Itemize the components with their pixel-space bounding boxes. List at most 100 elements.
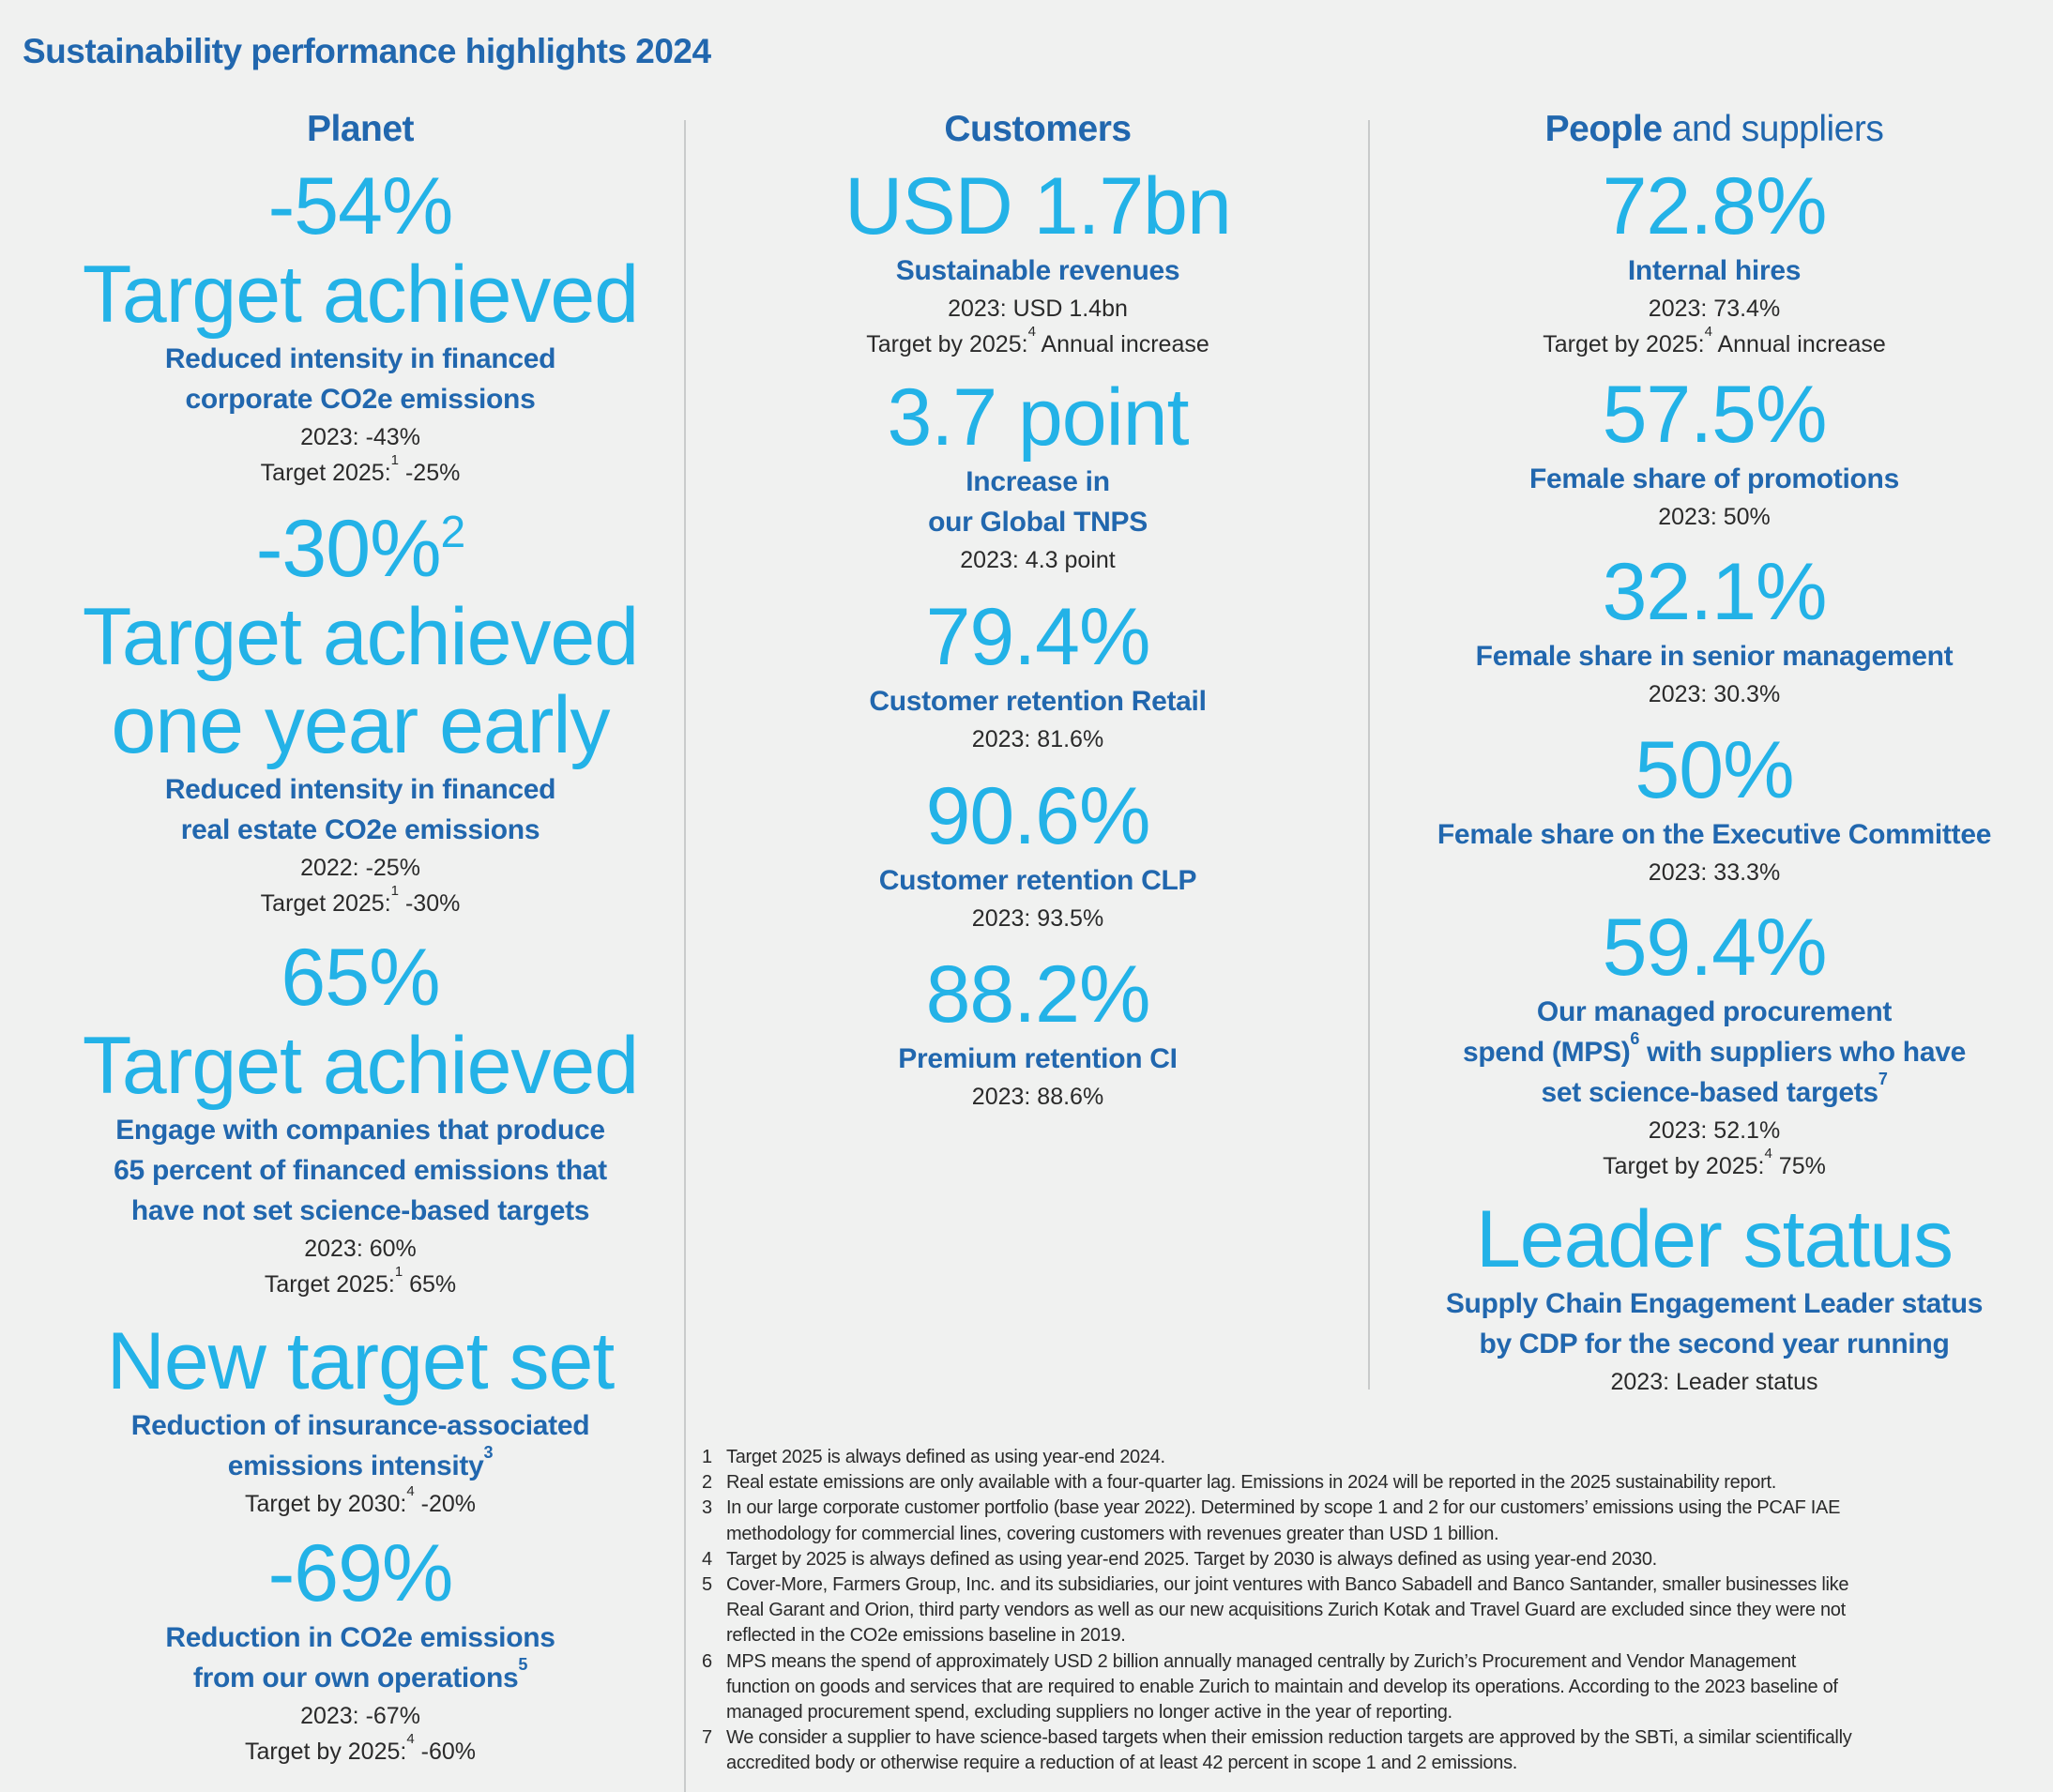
highlight-item: -54% Target achieved Reduced intensity in … xyxy=(23,162,698,491)
footnote-ref: 4 xyxy=(406,1731,415,1747)
highlight-detail-text-after: 75% xyxy=(1772,1153,1826,1179)
highlight-label: Sustainable revenues xyxy=(700,251,1376,291)
footnote-line: Real estate emissions are only available… xyxy=(726,1472,1777,1494)
footnote-ref: 4 xyxy=(1027,324,1036,340)
footnote-ref: 1 xyxy=(390,452,400,468)
footnote-body: MPS means the spend of approximately USD… xyxy=(726,1649,1838,1726)
highlight-value-text: -69% xyxy=(267,1528,454,1618)
highlight-value-text: 50% xyxy=(1635,725,1794,815)
footnote-body: Target by 2025 is always defined as usin… xyxy=(726,1547,1657,1572)
highlight-label: Supply Chain Engagement Leader status xyxy=(1376,1283,2052,1324)
highlight-status: one year early xyxy=(111,680,611,770)
highlight-label-text: Customer retention Retail xyxy=(869,686,1207,717)
highlight-detail: Target by 2030:4 -20% xyxy=(23,1484,698,1522)
highlight-status: Target achieved xyxy=(82,592,639,682)
highlight-detail: 2023: 50% xyxy=(1376,499,2052,535)
highlight-label: Reduced intensity in financed xyxy=(23,339,698,379)
highlight-value-text: USD 1.7bn xyxy=(844,161,1232,251)
highlight-label-text: Female share on the Executive Committee xyxy=(1437,819,1992,850)
highlight-label-text: Our managed procurement xyxy=(1536,996,1893,1027)
footnotes: 1 Target 2025 is always defined as using … xyxy=(702,1445,2044,1777)
highlight-detail-text: 2023: 81.6% xyxy=(971,726,1104,752)
highlight-label-text: emissions intensity xyxy=(227,1450,484,1481)
highlight-detail-text: 2023: 88.6% xyxy=(971,1084,1104,1110)
highlight-status: New target set xyxy=(106,1316,615,1406)
highlight-label-text: set science-based targets xyxy=(1541,1077,1878,1108)
highlight-detail: 2022: -25% xyxy=(23,850,698,886)
highlight-detail-text-after: 65% xyxy=(403,1271,457,1298)
highlight-label: Female share in senior management xyxy=(1376,636,2052,676)
highlight-item: Leader status Supply Chain Engagement Lea… xyxy=(1376,1195,2052,1400)
footnote-line: MPS means the spend of approximately USD… xyxy=(726,1650,1797,1672)
highlight-value-text: 90.6% xyxy=(925,771,1151,861)
footnote: 1 Target 2025 is always defined as using … xyxy=(702,1445,2044,1470)
highlight-label: spend (MPS)6 with suppliers who have xyxy=(1376,1030,2052,1072)
footnote-line: Cover-More, Farmers Group, Inc. and its … xyxy=(726,1574,1849,1596)
highlight-detail: 2023: Leader status xyxy=(1376,1364,2052,1400)
highlight-detail: Target by 2025:4 Annual increase xyxy=(700,324,1376,362)
highlight-detail: Target 2025:1 -25% xyxy=(23,452,698,491)
footnote-number: 3 xyxy=(702,1497,712,1519)
footnote-line: Target 2025 is always defined as using y… xyxy=(726,1447,1165,1467)
highlight-detail: Target by 2025:4 -60% xyxy=(23,1731,698,1769)
column-customers: Customers USD 1.7bn Sustainable revenues 20… xyxy=(700,0,1376,1792)
highlight-detail: Target 2025:1 -30% xyxy=(23,884,698,921)
highlight-value-text: 59.4% xyxy=(1602,903,1828,993)
highlight-value-text: 65% xyxy=(281,933,440,1023)
highlight-label: Increase in xyxy=(700,462,1376,502)
highlight-label-text: Supply Chain Engagement Leader status xyxy=(1445,1288,1984,1319)
highlight-status: Leader status xyxy=(1475,1194,1954,1284)
highlight-label-text: Female share in senior management xyxy=(1475,641,1954,672)
footnote-line: We consider a supplier to have science-b… xyxy=(726,1727,1852,1749)
highlight-label-text: by CDP for the second year running xyxy=(1479,1329,1950,1359)
column-planet: Planet -54% Target achieved Reduced intensi… xyxy=(23,0,698,1792)
footnote-line: accredited body or otherwise require a r… xyxy=(726,1753,1518,1774)
highlight-value: 3.7 point xyxy=(700,373,1376,462)
highlight-detail-text: Target by 2025: xyxy=(1543,331,1705,357)
highlight-detail-text: Target by 2025: xyxy=(866,331,1028,357)
highlight-detail: 2023: 33.3% xyxy=(1376,855,2052,890)
highlight-detail: 2023: 81.6% xyxy=(700,721,1376,757)
highlight-detail-text: 2023: USD 1.4bn xyxy=(948,296,1128,322)
highlight-label-text: Reduced intensity in financed xyxy=(164,774,556,805)
highlight-detail: 2023: 30.3% xyxy=(1376,676,2052,712)
footnote-number: 2 xyxy=(702,1472,712,1494)
highlight-value-text: 3.7 point xyxy=(887,372,1190,463)
highlight-value: 32.1% xyxy=(1376,548,2052,636)
highlight-detail: 2023: USD 1.4bn xyxy=(700,291,1376,327)
highlight-label: from our own operations5 xyxy=(23,1656,698,1698)
footnote-number: 7 xyxy=(702,1727,712,1749)
highlight-value-text: 79.4% xyxy=(925,592,1151,682)
highlight-label: Internal hires xyxy=(1376,251,2052,291)
highlight-status: Target achieved xyxy=(82,1021,639,1111)
footnote-body: Target 2025 is always defined as using y… xyxy=(726,1445,1165,1470)
section-header-rest: and suppliers xyxy=(1662,109,1884,149)
highlight-label-text: Customer retention CLP xyxy=(878,865,1197,896)
footnote-line: reflected in the CO2e emissions baseline… xyxy=(726,1625,1126,1647)
highlight-label-text: Reduced intensity in financed xyxy=(164,343,556,374)
highlight-label: set science-based targets7 xyxy=(1376,1071,2052,1113)
highlight-value-text: 72.8% xyxy=(1602,161,1828,251)
footnote: 2 Real estate emissions are only availabl… xyxy=(702,1470,2044,1496)
highlight-label: Reduction of insurance-associated xyxy=(23,1405,698,1446)
highlight-value: 50% xyxy=(1376,726,2052,814)
footnote-ref: 3 xyxy=(483,1443,494,1462)
highlight-value: -30%2 xyxy=(23,505,698,593)
highlight-label: Customer retention CLP xyxy=(700,860,1376,901)
footnote-number: 5 xyxy=(702,1574,712,1596)
highlight-detail-text: 2023: -67% xyxy=(300,1703,420,1729)
highlight-label: real estate CO2e emissions xyxy=(23,810,698,850)
footnote: 4 Target by 2025 is always defined as usi… xyxy=(702,1547,2044,1572)
footnote-line: In our large corporate customer portfoli… xyxy=(726,1497,1841,1519)
highlight-label-text: Reduction in CO2e emissions xyxy=(165,1622,555,1653)
highlight-detail-text: Target 2025: xyxy=(260,460,391,486)
column-divider-left xyxy=(684,120,686,1792)
highlight-detail: 2023: 4.3 point xyxy=(700,542,1376,578)
highlight-item: 3.7 point Increase in our Global TNPS 2023:… xyxy=(700,373,1376,578)
highlight-value-text: -30% xyxy=(255,504,442,594)
highlight-label: Engage with companies that produce xyxy=(23,1110,698,1150)
highlight-detail-text: 2023: 60% xyxy=(304,1236,417,1262)
highlight-label: Reduction in CO2e emissions xyxy=(23,1617,698,1658)
highlight-value: 57.5% xyxy=(1376,371,2052,459)
highlight-detail-text: 2023: -43% xyxy=(300,424,420,450)
